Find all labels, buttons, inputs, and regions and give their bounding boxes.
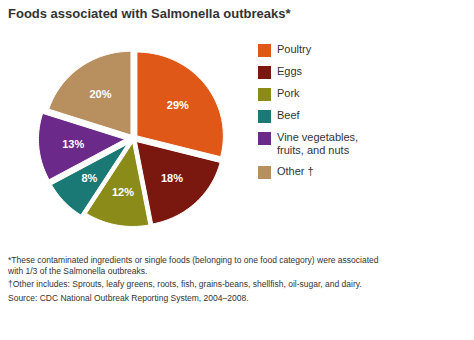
html-text:†Other includes: Sprouts, leaf: †Other includes: Sprouts, leafy greens, … bbox=[8, 279, 362, 290]
html-text:Other †: Other † bbox=[277, 165, 314, 178]
svg-text:12%: 12% bbox=[112, 186, 134, 198]
html-text:Foods associated with Salmonel: Foods associated with Salmonella outbrea… bbox=[8, 6, 291, 21]
html-text:Beef: Beef bbox=[277, 109, 300, 121]
svg-text:18%: 18% bbox=[161, 172, 183, 184]
svg-text:29%: 29% bbox=[167, 99, 189, 111]
html-text:Pork: Pork bbox=[277, 87, 300, 99]
html-text:Vine vegetables, fruits, and n: Vine vegetables, fruits, and nuts bbox=[277, 131, 359, 157]
html-text:*These contaminated ingredient: *These contaminated ingredients or singl… bbox=[8, 255, 379, 276]
svg-text:13%: 13% bbox=[62, 138, 84, 150]
html-text:Source: CDC National Outbreak: Source: CDC National Outbreak Reporting … bbox=[8, 292, 249, 303]
svg-text:8%: 8% bbox=[81, 172, 97, 184]
html-text:Eggs: Eggs bbox=[277, 65, 303, 77]
svg-text:20%: 20% bbox=[89, 88, 111, 100]
html-text:Poultry: Poultry bbox=[277, 43, 312, 55]
